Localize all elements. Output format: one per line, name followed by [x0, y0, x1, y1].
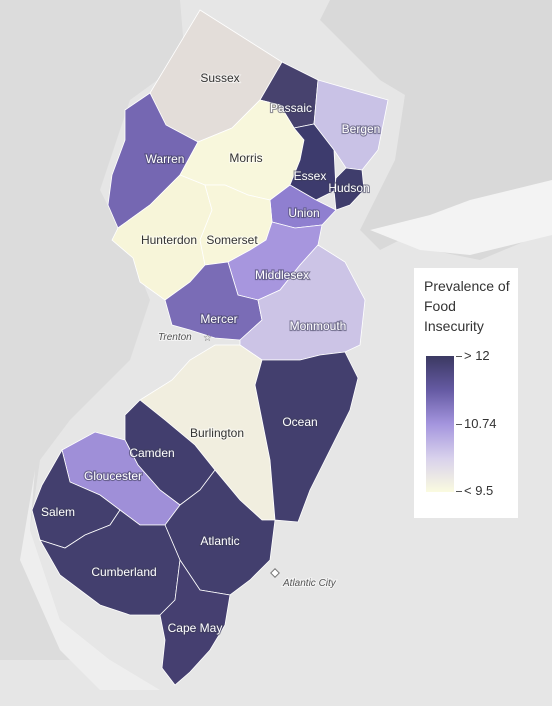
city-label-trenton: Trenton — [158, 332, 192, 343]
city-marker-icon — [270, 568, 280, 578]
city-atlantic-city: Atlantic City — [270, 568, 338, 590]
county-cape-may[interactable] — [159, 558, 231, 686]
city-label-atlantic-city: Atlantic City — [282, 578, 337, 589]
county-label-ocean: Ocean — [282, 415, 317, 429]
county-label-camden: Camden — [129, 446, 174, 460]
county-label-essex: Essex — [294, 169, 327, 183]
county-label-middlesex: Middlesex — [255, 268, 309, 282]
legend-tick-high — [456, 356, 462, 357]
legend-tick-low — [456, 491, 462, 492]
county-label-somerset: Somerset — [206, 233, 258, 247]
county-label-salem: Salem — [41, 505, 75, 519]
county-ocean[interactable] — [254, 351, 359, 523]
county-label-cape-may: Cape May — [168, 621, 223, 635]
county-label-morris: Morris — [229, 151, 262, 165]
county-label-cumberland: Cumberland — [91, 565, 156, 579]
legend-label-high: > 12 — [464, 348, 490, 363]
county-label-burlington: Burlington — [190, 426, 244, 440]
county-label-atlantic: Atlantic — [200, 534, 239, 548]
neighbor-land-pennsylvania — [0, 0, 185, 660]
county-label-bergen: Bergen — [342, 122, 381, 136]
city-trenton: Trenton ☆ — [157, 331, 212, 344]
county-label-warren: Warren — [146, 152, 185, 166]
county-label-gloucester: Gloucester — [84, 469, 142, 483]
delaware-bay — [20, 470, 160, 690]
county-hudson[interactable] — [333, 167, 365, 211]
county-label-union: Union — [288, 206, 319, 220]
county-label-hudson: Hudson — [328, 181, 369, 195]
legend-label-mid: 10.74 — [464, 416, 497, 431]
county-label-hunterdon: Hunterdon — [141, 233, 197, 247]
county-label-monmouth: Monmouth — [290, 319, 347, 333]
legend-gradient-bar — [426, 356, 454, 492]
county-label-mercer: Mercer — [200, 312, 237, 326]
legend-title: Prevalence of Food Insecurity — [424, 278, 510, 334]
capital-star-icon: ☆ — [203, 333, 212, 344]
county-label-sussex: Sussex — [200, 71, 239, 85]
legend: Prevalence of Food Insecurity > 12 10.74… — [414, 268, 518, 518]
legend-tick-mid — [456, 424, 462, 425]
county-label-passaic: Passaic — [270, 101, 312, 115]
long-island-sound — [370, 180, 552, 255]
legend-label-low: < 9.5 — [464, 483, 494, 498]
